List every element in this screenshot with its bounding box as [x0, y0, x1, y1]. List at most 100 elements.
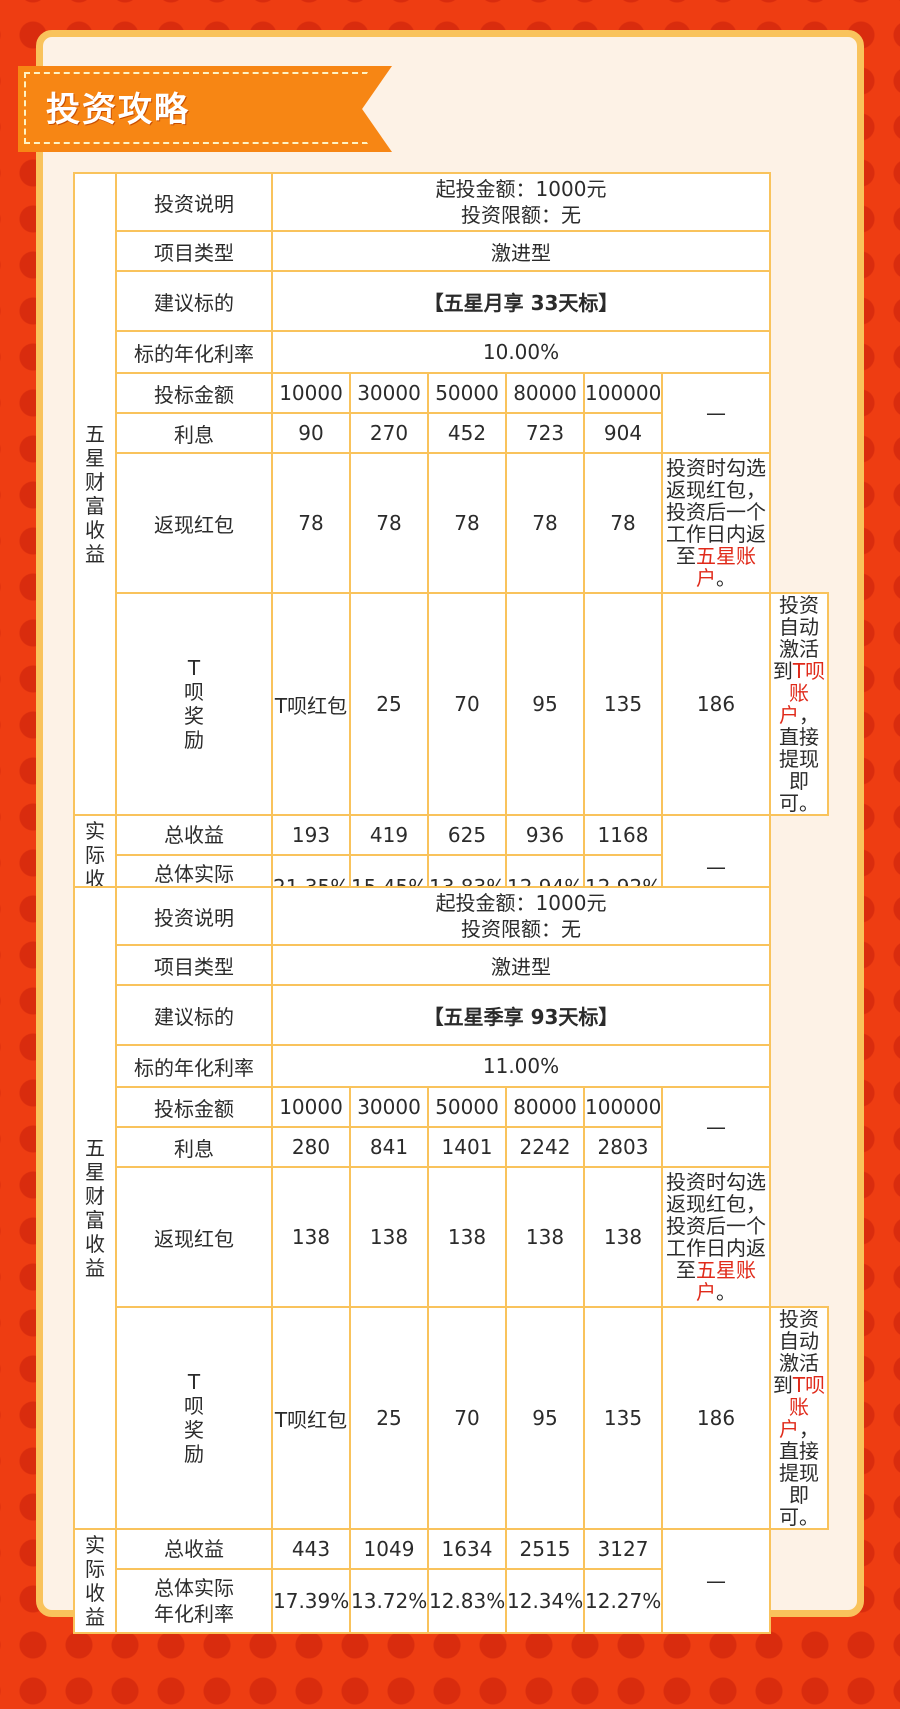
tbei-cell: 135 [583, 592, 663, 816]
cashback-cell: 138 [583, 1166, 663, 1308]
total-cell: 936 [505, 814, 585, 856]
type-value: 激进型 [270, 230, 772, 272]
cashback-cell: 78 [349, 452, 429, 594]
suggest-value: 【五星季享 93天标】 [270, 984, 772, 1046]
cashback-cell: 138 [505, 1166, 585, 1308]
overall-rate-cell: 12.27% [583, 1568, 663, 1634]
total-cell: 193 [271, 814, 351, 856]
dash-cell: — [660, 1528, 772, 1634]
amount-cell: 100000 [583, 1086, 663, 1128]
amount-cell: 80000 [505, 1086, 585, 1128]
row-label-tbei-red: T呗红包 [271, 592, 351, 816]
amount-cell: 50000 [427, 372, 507, 414]
interest-cell: 2803 [583, 1126, 663, 1168]
tbei-cell: 70 [427, 592, 507, 816]
page-title: 投资攻略 [46, 90, 190, 130]
cashback-cell: 138 [349, 1166, 429, 1308]
row-label-total: 总收益 [115, 1528, 273, 1570]
cashback-cell: 138 [271, 1166, 351, 1308]
desc-value: 起投金额：1000元 投资限额：无 [270, 886, 772, 946]
row-label-type: 项目类型 [115, 944, 273, 986]
interest-cell: 841 [349, 1126, 429, 1168]
interest-cell: 90 [271, 412, 351, 454]
interest-cell: 280 [271, 1126, 351, 1168]
row-label-overall-rate: 总体实际年化利率 [115, 1568, 273, 1634]
dash-cell: — [660, 372, 772, 454]
amount-cell: 30000 [349, 372, 429, 414]
row-label-rate: 标的年化利率 [115, 1044, 273, 1088]
amount-cell: 50000 [427, 1086, 507, 1128]
amount-cell: 100000 [583, 372, 663, 414]
amount-cell: 80000 [505, 372, 585, 414]
title-banner: 投资攻略 [18, 66, 392, 152]
interest-cell: 2242 [505, 1126, 585, 1168]
row-label-cashback: 返现红包 [115, 1166, 273, 1308]
row-label-amount: 投标金额 [115, 372, 273, 414]
cashback-cell: 138 [427, 1166, 507, 1308]
total-cell: 1049 [349, 1528, 429, 1570]
tbei-cell: 95 [505, 1306, 585, 1530]
amount-cell: 10000 [271, 372, 351, 414]
section-tbei: T呗奖励 [115, 1306, 273, 1530]
interest-cell: 452 [427, 412, 507, 454]
investment-table-1: 五星财富收益 投资说明 起投金额：1000元 投资限额：无 项目类型 激进型 建议… [73, 172, 829, 920]
tbei-cell: 186 [660, 592, 772, 816]
amount-cell: 30000 [349, 1086, 429, 1128]
row-label-tbei-red: T呗红包 [271, 1306, 351, 1530]
total-cell: 2515 [505, 1528, 585, 1570]
interest-cell: 723 [505, 412, 585, 454]
tbei-note: 投资自动激活到T呗账户，直接提现即可。 [769, 592, 829, 816]
tbei-cell: 70 [427, 1306, 507, 1530]
row-label-suggest: 建议标的 [115, 984, 273, 1046]
type-value: 激进型 [270, 944, 772, 986]
interest-cell: 270 [349, 412, 429, 454]
row-label-desc: 投资说明 [115, 886, 273, 946]
overall-rate-cell: 17.39% [271, 1568, 351, 1634]
row-label-total: 总收益 [115, 814, 273, 856]
tbei-cell: 25 [349, 1306, 429, 1530]
section-tbei: T呗奖励 [115, 592, 273, 816]
cashback-note: 投资时勾选返现红包，投资后一个工作日内返至五星账户。 [660, 452, 772, 594]
desc-value: 起投金额：1000元 投资限额：无 [270, 172, 772, 232]
section-wealth: 五星财富收益 [73, 172, 117, 816]
dash-cell: — [660, 1086, 772, 1168]
banner-stitch [24, 72, 368, 144]
row-label-type: 项目类型 [115, 230, 273, 272]
row-label-suggest: 建议标的 [115, 270, 273, 332]
overall-rate-cell: 12.34% [505, 1568, 585, 1634]
row-label-interest: 利息 [115, 1126, 273, 1168]
overall-rate-cell: 13.72% [349, 1568, 429, 1634]
total-cell: 1634 [427, 1528, 507, 1570]
tbei-cell: 135 [583, 1306, 663, 1530]
investment-table-2: 五星财富收益 投资说明 起投金额：1000元 投资限额：无 项目类型 激进型 建议… [73, 886, 829, 1634]
total-cell: 443 [271, 1528, 351, 1570]
section-wealth: 五星财富收益 [73, 886, 117, 1530]
tbei-cell: 186 [660, 1306, 772, 1530]
row-label-interest: 利息 [115, 412, 273, 454]
tbei-cell: 95 [505, 592, 585, 816]
amount-cell: 10000 [271, 1086, 351, 1128]
interest-cell: 904 [583, 412, 663, 454]
interest-cell: 1401 [427, 1126, 507, 1168]
row-label-rate: 标的年化利率 [115, 330, 273, 374]
total-cell: 1168 [583, 814, 663, 856]
cashback-cell: 78 [583, 452, 663, 594]
cashback-note: 投资时勾选返现红包，投资后一个工作日内返至五星账户。 [660, 1166, 772, 1308]
rate-value: 11.00% [270, 1044, 772, 1088]
cashback-cell: 78 [427, 452, 507, 594]
total-cell: 419 [349, 814, 429, 856]
row-label-amount: 投标金额 [115, 1086, 273, 1128]
banner-ribbon [18, 66, 392, 152]
total-cell: 3127 [583, 1528, 663, 1570]
row-label-desc: 投资说明 [115, 172, 273, 232]
suggest-value: 【五星月享 33天标】 [270, 270, 772, 332]
rate-value: 10.00% [270, 330, 772, 374]
section-actual: 实际收益 [73, 1528, 117, 1634]
total-cell: 625 [427, 814, 507, 856]
overall-rate-cell: 12.83% [427, 1568, 507, 1634]
tbei-cell: 25 [349, 592, 429, 816]
row-label-cashback: 返现红包 [115, 452, 273, 594]
cashback-cell: 78 [505, 452, 585, 594]
cashback-cell: 78 [271, 452, 351, 594]
tbei-note: 投资自动激活到T呗账户，直接提现即可。 [769, 1306, 829, 1530]
